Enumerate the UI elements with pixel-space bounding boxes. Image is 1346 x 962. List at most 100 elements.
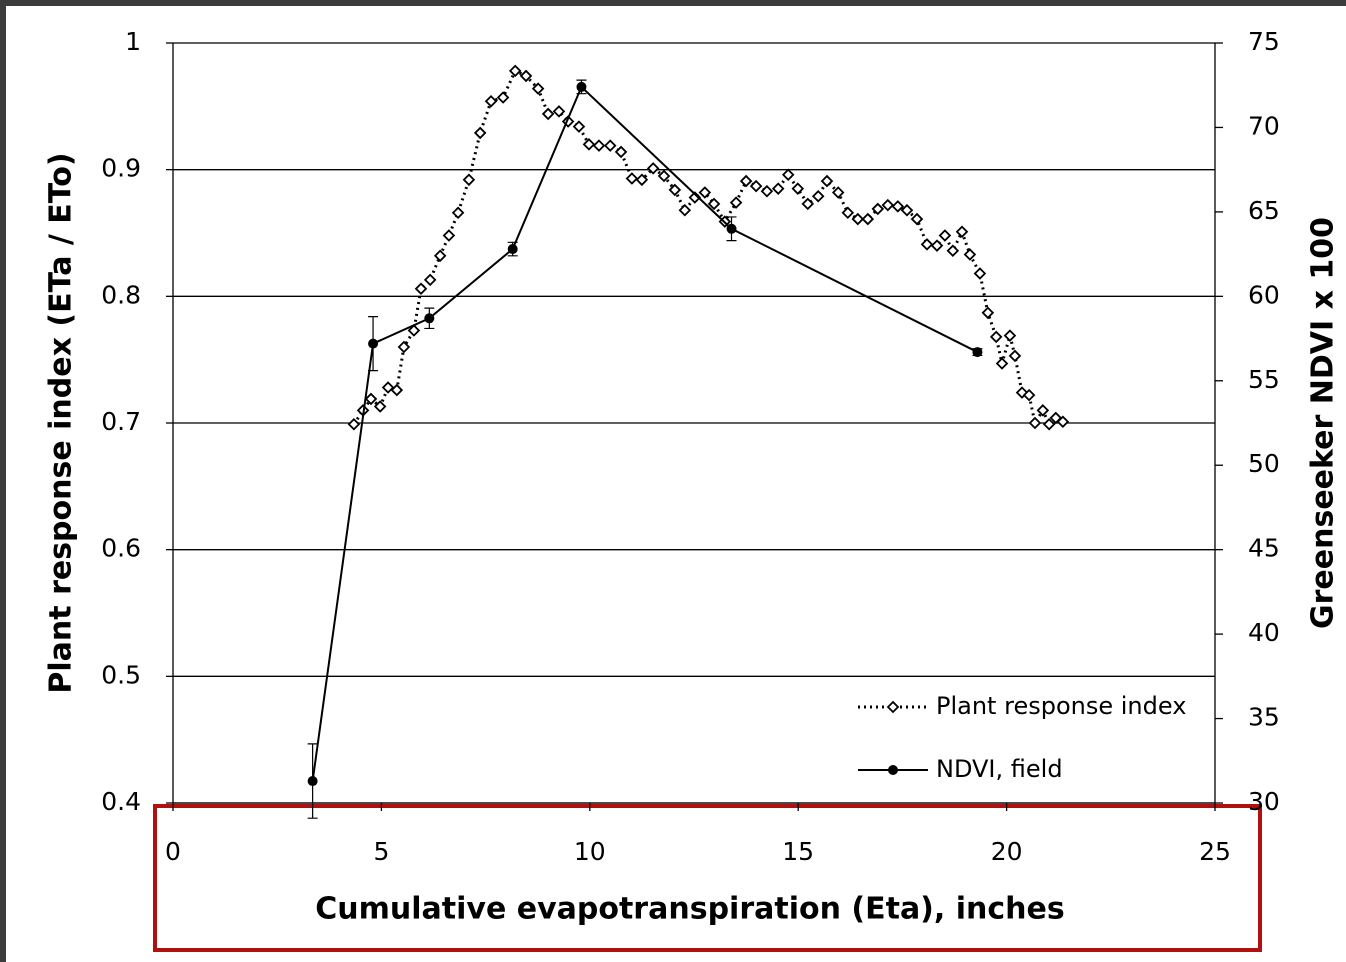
- marker: [739, 174, 753, 188]
- y2-tick-label: 55: [1248, 365, 1280, 394]
- marker: [972, 347, 983, 358]
- marker: [791, 182, 805, 195]
- marker: [508, 64, 522, 78]
- x-tick-label: 0: [165, 837, 181, 866]
- marker: [442, 229, 456, 242]
- marker: [347, 417, 361, 431]
- y-tick-label: 0.9: [101, 154, 141, 183]
- marker: [614, 145, 628, 159]
- y-tick-label: 0.4: [101, 787, 141, 816]
- marker: [726, 223, 737, 234]
- marker: [462, 173, 476, 187]
- marker: [635, 173, 649, 187]
- marker: [963, 248, 977, 261]
- marker: [541, 107, 555, 121]
- marker: [688, 191, 702, 204]
- marker: [946, 244, 960, 258]
- marker: [552, 105, 566, 118]
- y-tick-label: 0.8: [101, 280, 141, 309]
- marker: [407, 324, 421, 337]
- marker: [910, 212, 924, 226]
- marker: [930, 239, 944, 252]
- series-line: [352, 68, 1064, 427]
- marker: [811, 189, 825, 203]
- x-tick-label: 15: [782, 837, 814, 866]
- marker: [938, 229, 952, 242]
- marker: [625, 172, 639, 185]
- y2-tick-label: 65: [1248, 196, 1280, 225]
- marker: [381, 381, 395, 394]
- marker: [473, 126, 487, 140]
- background: [6, 6, 1346, 962]
- y2-tick-label: 60: [1248, 280, 1280, 309]
- marker: [1036, 404, 1050, 417]
- marker: [920, 238, 934, 251]
- marker: [973, 267, 987, 280]
- marker: [771, 182, 785, 195]
- marker: [861, 212, 875, 226]
- marker: [1042, 417, 1056, 431]
- marker: [900, 203, 914, 217]
- marker: [851, 212, 865, 226]
- marker: [871, 202, 885, 216]
- marker: [707, 197, 721, 211]
- x-tick-label: 5: [373, 837, 389, 866]
- marker: [364, 392, 378, 406]
- marker: [307, 776, 318, 787]
- x-tick-label: 10: [574, 837, 606, 866]
- marker: [995, 357, 1009, 370]
- marker: [668, 183, 682, 197]
- y-tick-label: 0.7: [101, 407, 141, 436]
- marker: [1008, 349, 1022, 363]
- marker: [484, 94, 498, 108]
- x-tick-label: 25: [1199, 837, 1231, 866]
- marker: [433, 249, 447, 263]
- marker: [831, 186, 845, 199]
- marker: [572, 120, 586, 133]
- marker: [749, 179, 763, 193]
- marker: [368, 338, 379, 349]
- marker: [981, 306, 995, 320]
- marker: [507, 244, 518, 255]
- x-tick-label: 20: [991, 837, 1023, 866]
- marker: [955, 225, 969, 239]
- marker: [390, 383, 404, 397]
- x-axis-title: Cumulative evapotranspiration (Eta), inc…: [315, 892, 1064, 927]
- y-tick-label: 0.6: [101, 534, 141, 563]
- legend-label: NDVI, field: [936, 755, 1063, 783]
- marker: [592, 139, 606, 152]
- marker: [881, 198, 895, 212]
- y-tick-label: 0.5: [101, 660, 141, 689]
- y2-axis-title: Greenseeker NDVI x 100: [1306, 217, 1341, 629]
- marker: [561, 115, 575, 128]
- marker: [820, 174, 834, 188]
- highlight-box: [153, 804, 1262, 952]
- marker: [657, 169, 671, 183]
- marker: [891, 200, 905, 213]
- legend-marker: [886, 700, 900, 714]
- marker: [576, 81, 587, 92]
- y2-tick-label: 35: [1248, 703, 1280, 732]
- marker: [989, 330, 1003, 344]
- y-axis-title: Plant response index (ETa / ETo): [44, 152, 79, 693]
- marker: [1003, 329, 1017, 342]
- y-tick-label: 1: [125, 27, 141, 56]
- marker: [841, 206, 855, 220]
- marker: [582, 138, 596, 151]
- marker: [781, 168, 795, 182]
- marker: [414, 282, 428, 296]
- y2-tick-label: 70: [1248, 111, 1280, 140]
- marker: [603, 139, 617, 152]
- marker: [519, 69, 533, 83]
- y2-tick-label: 30: [1248, 787, 1280, 816]
- marker: [451, 206, 465, 220]
- marker: [646, 162, 660, 175]
- legend-label: Plant response index: [936, 692, 1186, 720]
- y2-tick-label: 40: [1248, 618, 1280, 647]
- y2-tick-label: 45: [1248, 534, 1280, 563]
- marker: [1022, 388, 1036, 402]
- marker: [698, 186, 712, 199]
- y2-tick-label: 75: [1248, 27, 1280, 56]
